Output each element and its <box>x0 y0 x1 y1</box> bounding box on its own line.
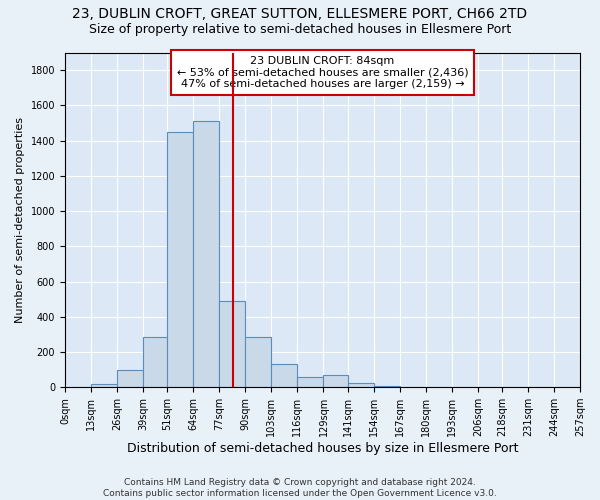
X-axis label: Distribution of semi-detached houses by size in Ellesmere Port: Distribution of semi-detached houses by … <box>127 442 518 455</box>
Bar <box>323 375 347 387</box>
Bar <box>91 384 117 387</box>
Text: Size of property relative to semi-detached houses in Ellesmere Port: Size of property relative to semi-detach… <box>89 22 511 36</box>
Bar <box>374 386 400 387</box>
Bar <box>193 121 219 387</box>
Bar <box>271 364 298 387</box>
Bar <box>219 301 245 387</box>
Bar <box>347 383 374 387</box>
Bar <box>298 376 323 387</box>
Bar <box>143 337 167 387</box>
Bar <box>117 370 143 387</box>
Bar <box>167 132 193 387</box>
Text: 23 DUBLIN CROFT: 84sqm
← 53% of semi-detached houses are smaller (2,436)
47% of : 23 DUBLIN CROFT: 84sqm ← 53% of semi-det… <box>176 56 468 89</box>
Text: 23, DUBLIN CROFT, GREAT SUTTON, ELLESMERE PORT, CH66 2TD: 23, DUBLIN CROFT, GREAT SUTTON, ELLESMER… <box>73 8 527 22</box>
Y-axis label: Number of semi-detached properties: Number of semi-detached properties <box>15 117 25 323</box>
Bar <box>245 337 271 387</box>
Text: Contains HM Land Registry data © Crown copyright and database right 2024.
Contai: Contains HM Land Registry data © Crown c… <box>103 478 497 498</box>
